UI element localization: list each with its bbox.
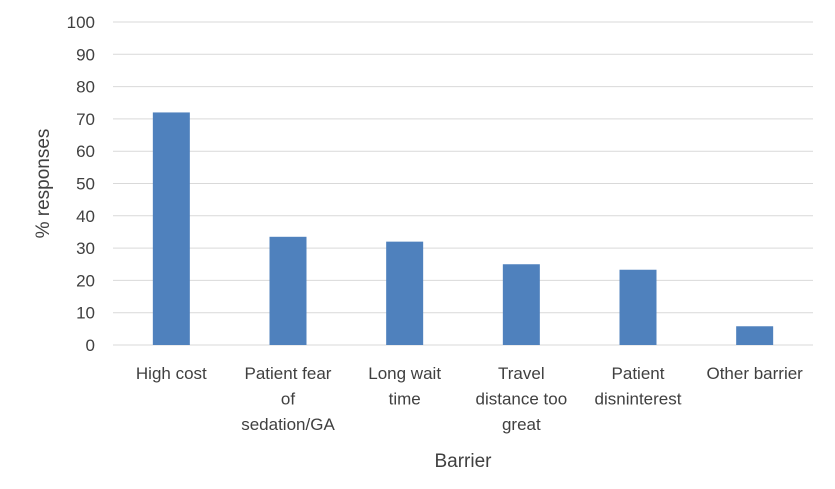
x-axis-category-labels: High cost Patient fear of sedation/GA Long w… (136, 364, 803, 434)
y-tick-label: 80 (76, 78, 95, 97)
y-tick-label: 70 (76, 110, 95, 129)
y-tick-label: 100 (67, 13, 95, 32)
x-category-label: Long wait (368, 364, 441, 383)
x-category-label: Patient (612, 364, 665, 383)
x-category-label: of (281, 390, 295, 409)
y-axis-title: % responses (33, 129, 54, 239)
x-axis-title: Barrier (434, 451, 492, 472)
bar (502, 264, 540, 345)
x-category-label: sedation/GA (241, 415, 335, 434)
y-tick-label: 10 (76, 304, 95, 323)
x-category-label: distance too (475, 390, 567, 409)
y-tick-label: 50 (76, 175, 95, 194)
y-tick-label: 90 (76, 45, 95, 64)
y-tick-label: 60 (76, 142, 95, 161)
x-category-label: Other barrier (706, 364, 803, 383)
y-axis-tick-labels: 0 10 20 30 40 50 60 70 80 90 100 (67, 13, 95, 355)
y-tick-label: 0 (86, 336, 95, 355)
gridlines (113, 21, 813, 346)
x-category-label: great (502, 415, 541, 434)
bar (269, 236, 307, 345)
y-tick-label: 30 (76, 239, 95, 258)
x-category-label: Patient fear (245, 364, 332, 383)
bars (152, 112, 774, 345)
y-tick-label: 20 (76, 271, 95, 290)
bar (152, 112, 190, 345)
x-category-label: disninterest (595, 390, 682, 409)
x-category-label: High cost (136, 364, 207, 383)
x-category-label: time (389, 390, 421, 409)
bar (619, 269, 657, 345)
bar (386, 241, 424, 345)
bar (736, 326, 774, 345)
y-tick-label: 40 (76, 207, 95, 226)
x-category-label: Travel (498, 364, 545, 383)
